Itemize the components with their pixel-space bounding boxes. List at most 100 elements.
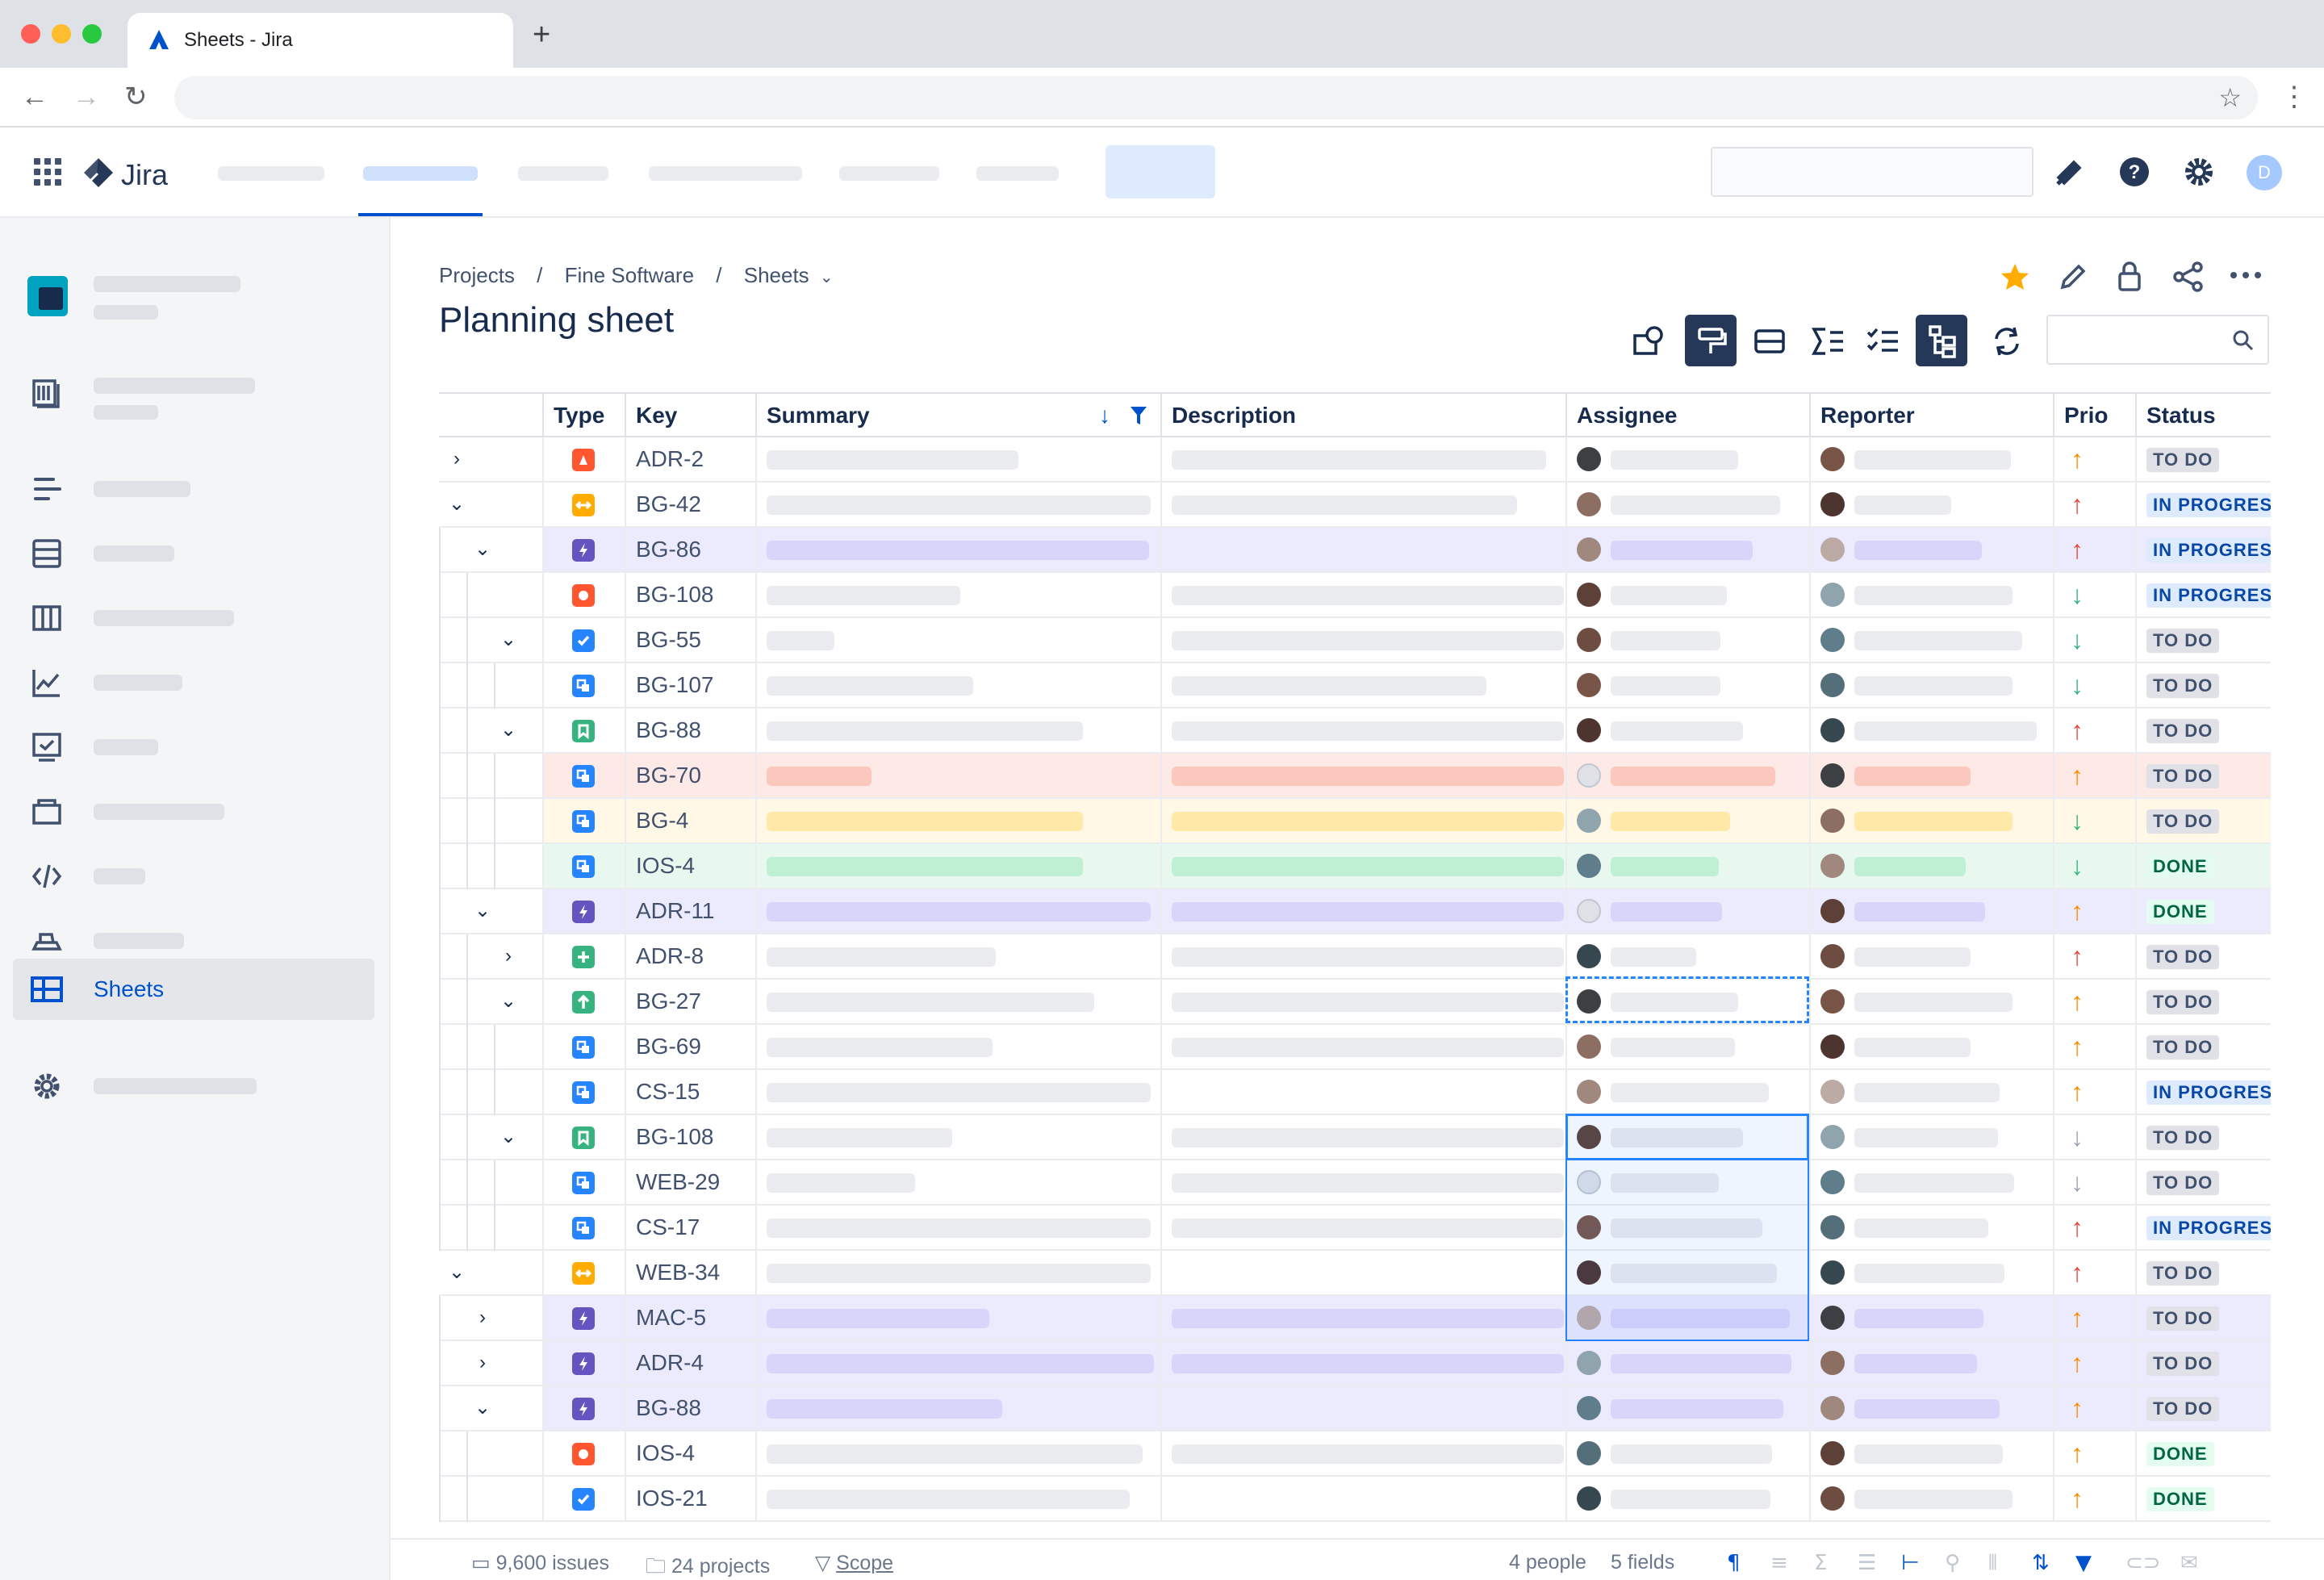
table-row[interactable]: IOS-4 ↓ DONE	[439, 844, 2271, 889]
priority-cell[interactable]: ↑	[2053, 1341, 2135, 1385]
assignee-cell[interactable]	[1565, 1115, 1809, 1159]
table-row[interactable]: ⌄ BG-42 ↑ IN PROGRESS	[439, 483, 2271, 528]
key-cell[interactable]: BG-27	[625, 980, 755, 1023]
assignee-cell[interactable]	[1565, 1251, 1809, 1294]
key-cell[interactable]: WEB-29	[625, 1160, 755, 1204]
key-cell[interactable]: BG-70	[625, 754, 755, 797]
priority-cell[interactable]: ↑	[2053, 528, 2135, 571]
assignee-cell[interactable]	[1565, 844, 1809, 888]
sort-descending-icon[interactable]: ↓	[1099, 403, 1110, 428]
breadcrumb-sheets[interactable]: Sheets	[743, 263, 809, 287]
description-cell[interactable]	[1160, 799, 1565, 842]
search-icon[interactable]: ⚲	[1945, 1551, 1961, 1575]
reporter-cell[interactable]	[1809, 799, 2053, 842]
nav-placeholder[interactable]	[518, 166, 608, 181]
reporter-cell[interactable]	[1809, 1070, 2053, 1114]
priority-cell[interactable]: ↑	[2053, 437, 2135, 481]
columns-icon[interactable]: ⫴	[1988, 1551, 1997, 1575]
global-search-input[interactable]	[1711, 147, 2034, 197]
key-cell[interactable]: BG-55	[625, 618, 755, 662]
table-row[interactable]: CS-17 ↑ IN PROGRESS	[439, 1206, 2271, 1251]
checklist-icon[interactable]: ☰	[1858, 1551, 1877, 1575]
status-cell[interactable]: DONE	[2135, 1477, 2271, 1520]
share-icon[interactable]	[2172, 261, 2205, 292]
sidebar-item-code[interactable]	[13, 846, 374, 907]
table-row[interactable]: BG-70 ↑ TO DO	[439, 754, 2271, 799]
url-field[interactable]: ☆	[174, 76, 2258, 119]
summary-cell[interactable]	[755, 437, 1160, 481]
reporter-cell[interactable]	[1809, 1160, 2053, 1204]
description-cell[interactable]	[1160, 844, 1565, 888]
breadcrumb-project[interactable]: Fine Software	[564, 263, 695, 287]
description-cell[interactable]	[1160, 663, 1565, 707]
key-cell[interactable]: IOS-4	[625, 1432, 755, 1475]
key-cell[interactable]: CS-15	[625, 1070, 755, 1114]
chevron-down-icon[interactable]: ⌄	[448, 493, 466, 515]
sidebar-item-board[interactable]	[13, 587, 374, 649]
table-row[interactable]: › ADR-4 ↑ TO DO	[439, 1341, 2271, 1386]
sidebar-item-issues[interactable]	[13, 717, 374, 778]
summary-cell[interactable]	[755, 1115, 1160, 1159]
key-cell[interactable]: BG-69	[625, 1025, 755, 1068]
reporter-cell[interactable]	[1809, 437, 2053, 481]
reporter-cell[interactable]	[1809, 1477, 2053, 1520]
column-header-status[interactable]: Status	[2135, 394, 2271, 437]
description-cell[interactable]	[1160, 1070, 1565, 1114]
priority-cell[interactable]: ↓	[2053, 799, 2135, 842]
key-cell[interactable]: WEB-34	[625, 1251, 755, 1294]
summary-cell[interactable]	[755, 1296, 1160, 1340]
description-cell[interactable]	[1160, 483, 1565, 526]
reporter-cell[interactable]	[1809, 1296, 2053, 1340]
key-cell[interactable]: BG-42	[625, 483, 755, 526]
summary-cell[interactable]	[755, 980, 1160, 1023]
sum-button[interactable]	[1801, 315, 1853, 366]
column-header-assignee[interactable]: Assignee	[1565, 394, 1809, 437]
format-painter-button[interactable]	[1685, 315, 1737, 366]
nav-placeholder[interactable]	[976, 166, 1059, 181]
reporter-cell[interactable]	[1809, 1206, 2053, 1249]
reporter-cell[interactable]	[1809, 483, 2053, 526]
description-cell[interactable]	[1160, 1477, 1565, 1520]
reporter-cell[interactable]	[1809, 663, 2053, 707]
table-row[interactable]: WEB-29 ↓ TO DO	[439, 1160, 2271, 1206]
column-header-summary[interactable]: Summary ↓	[755, 394, 1160, 437]
description-cell[interactable]	[1160, 1341, 1565, 1385]
status-cell[interactable]: TO DO	[2135, 754, 2271, 797]
table-row[interactable]: BG-107 ↓ TO DO	[439, 663, 2271, 708]
assignee-cell[interactable]	[1565, 980, 1809, 1023]
reporter-cell[interactable]	[1809, 980, 2053, 1023]
summary-cell[interactable]	[755, 573, 1160, 617]
table-row[interactable]: BG-108 ↓ IN PROGRESS	[439, 573, 2271, 618]
maximize-window-button[interactable]	[82, 24, 102, 44]
assignee-cell[interactable]	[1565, 1296, 1809, 1340]
status-cell[interactable]: IN PROGRESS	[2135, 483, 2271, 526]
chevron-down-icon[interactable]: ⌄	[499, 629, 517, 650]
assignee-cell[interactable]	[1565, 618, 1809, 662]
column-header-type[interactable]: Type	[542, 394, 625, 437]
assignee-cell[interactable]	[1565, 934, 1809, 978]
status-cell[interactable]: DONE	[2135, 844, 2271, 888]
sidebar-item-list[interactable]	[13, 523, 374, 584]
status-cell[interactable]: TO DO	[2135, 799, 2271, 842]
table-row[interactable]: ⌄ BG-88 ↑ TO DO	[439, 1386, 2271, 1432]
project-avatar[interactable]	[27, 276, 68, 316]
key-cell[interactable]: BG-88	[625, 1386, 755, 1430]
description-cell[interactable]	[1160, 889, 1565, 933]
description-cell[interactable]	[1160, 754, 1565, 797]
status-cell[interactable]: DONE	[2135, 889, 2271, 933]
key-cell[interactable]: IOS-4	[625, 844, 755, 888]
sidebar-item-reports[interactable]	[13, 652, 374, 713]
key-cell[interactable]: ADR-2	[625, 437, 755, 481]
breadcrumb-projects[interactable]: Projects	[439, 263, 515, 287]
key-cell[interactable]: BG-88	[625, 708, 755, 752]
reporter-cell[interactable]	[1809, 573, 2053, 617]
filter-icon[interactable]: ▼	[2075, 1551, 2092, 1575]
reporter-cell[interactable]	[1809, 1386, 2053, 1430]
edit-icon[interactable]	[2058, 261, 2088, 292]
key-cell[interactable]: ADR-4	[625, 1341, 755, 1385]
description-cell[interactable]	[1160, 1386, 1565, 1430]
priority-cell[interactable]: ↑	[2053, 754, 2135, 797]
assignee-cell[interactable]	[1565, 528, 1809, 571]
priority-cell[interactable]: ↑	[2053, 889, 2135, 933]
status-cell[interactable]: TO DO	[2135, 1160, 2271, 1204]
